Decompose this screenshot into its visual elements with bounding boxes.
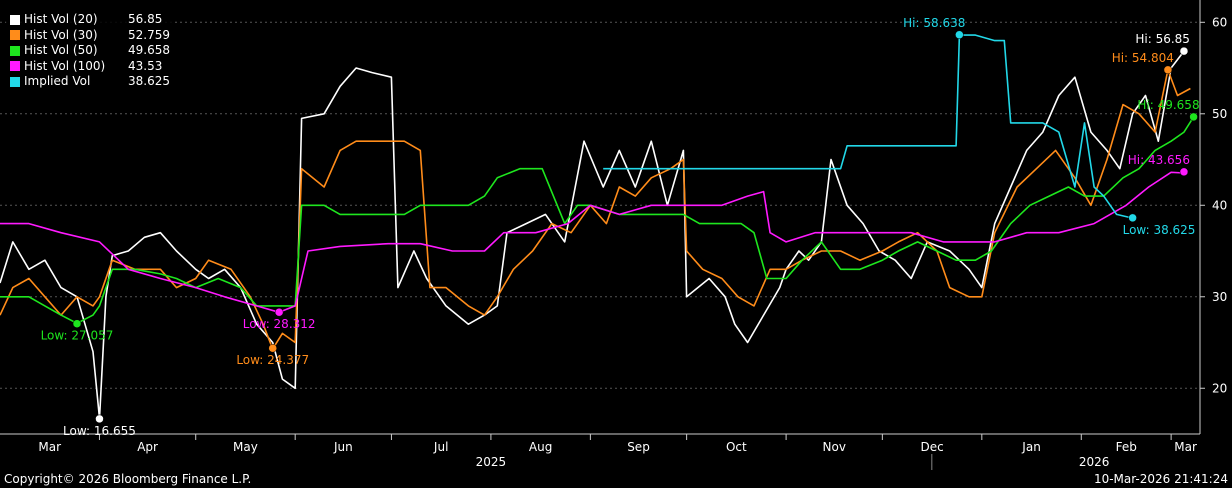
- annotation-label: Low: 16.655: [63, 424, 136, 438]
- y-tick-label: 40: [1212, 198, 1227, 212]
- legend-swatch: [10, 30, 20, 41]
- legend-label: Implied Vol: [24, 74, 91, 88]
- annotation-marker: [1189, 112, 1198, 122]
- y-tick-label: 20: [1212, 381, 1227, 395]
- annotation-marker: [268, 343, 277, 353]
- annotation-label: Low: 38.625: [1123, 223, 1196, 237]
- x-tick-label: Oct: [726, 440, 747, 454]
- legend-label: Hist Vol (100): [24, 58, 106, 73]
- x-tick-label: Jun: [333, 440, 353, 454]
- legend-value: 38.625: [128, 74, 170, 88]
- footer: Copyright© 2026 Bloomberg Finance L.P. 1…: [0, 472, 1232, 488]
- annotation-marker: [1179, 167, 1189, 177]
- x-tick-label: May: [233, 440, 258, 454]
- annotation-marker: [1128, 213, 1137, 223]
- legend-swatch: [10, 14, 20, 25]
- legend-label: Hist Vol (50): [24, 43, 98, 57]
- annotation-label: Hi: 54.804: [1112, 51, 1174, 65]
- annotation-label: Low: 24.377: [236, 353, 309, 367]
- y-tick-label: 50: [1212, 107, 1227, 121]
- annotation-label: Hi: 58.638: [903, 16, 965, 30]
- legend-value: 56.85: [128, 12, 163, 26]
- annotation-label: Hi: 56.85: [1135, 32, 1190, 46]
- series-line: [0, 69, 1191, 350]
- x-tick-label: Apr: [137, 440, 158, 454]
- x-tick-label: Aug: [529, 440, 552, 454]
- x-tick-label: Jan: [1021, 440, 1041, 454]
- legend-item: Hist Vol (20) 56.85: [10, 12, 170, 28]
- annotation-label: Low: 27.057: [41, 329, 114, 343]
- series-line: [0, 171, 1185, 314]
- annotation-label: Low: 28.312: [243, 317, 316, 331]
- y-tick-label: 30: [1212, 290, 1227, 304]
- legend-label: Hist Vol (20): [24, 12, 98, 26]
- copyright-text: Copyright© 2026 Bloomberg Finance L.P.: [4, 472, 252, 486]
- x-tick-label: Mar: [1174, 440, 1197, 454]
- legend-label: Hist Vol (30): [24, 27, 98, 42]
- legend-swatch: [10, 76, 20, 87]
- annotation-marker: [1163, 65, 1173, 75]
- series-line: [0, 50, 1185, 420]
- x-tick-label: Jul: [433, 440, 448, 454]
- annotation-marker: [274, 307, 284, 317]
- timestamp: 10-Mar-2026 21:41:24: [1093, 472, 1228, 486]
- year-label: 2026: [1079, 455, 1110, 469]
- legend-value: 49.658: [128, 43, 170, 57]
- annotation-marker: [95, 414, 104, 424]
- annotation-marker: [72, 319, 82, 328]
- x-tick-label: Nov: [823, 440, 846, 454]
- x-tick-label: Sep: [627, 440, 650, 454]
- legend-item: Hist Vol (100) 43.53: [10, 59, 170, 75]
- year-label: 2025: [476, 455, 507, 469]
- annotation-marker: [955, 30, 964, 40]
- annotation-marker: [1179, 46, 1189, 56]
- legend-item: Hist Vol (30) 52.759: [10, 28, 170, 44]
- legend-value: 43.53: [128, 58, 163, 73]
- chart-legend: Hist Vol (20) 56.85 Hist Vol (30) 52.759 H…: [6, 10, 174, 92]
- x-tick-label: Mar: [38, 440, 61, 454]
- annotation-label: Hi: 49.658: [1137, 98, 1199, 112]
- y-tick-label: 60: [1212, 15, 1227, 29]
- legend-value: 52.759: [128, 27, 170, 42]
- legend-swatch: [10, 61, 20, 72]
- legend-swatch: [10, 45, 20, 56]
- legend-item: Hist Vol (50) 49.658: [10, 43, 170, 59]
- annotation-label: Hi: 43.656: [1128, 153, 1190, 167]
- x-tick-label: Dec: [920, 440, 943, 454]
- x-tick-label: Feb: [1116, 440, 1137, 454]
- series-line: [0, 116, 1195, 325]
- series-line: [603, 34, 1133, 219]
- legend-item: Implied Vol 38.625: [10, 74, 170, 90]
